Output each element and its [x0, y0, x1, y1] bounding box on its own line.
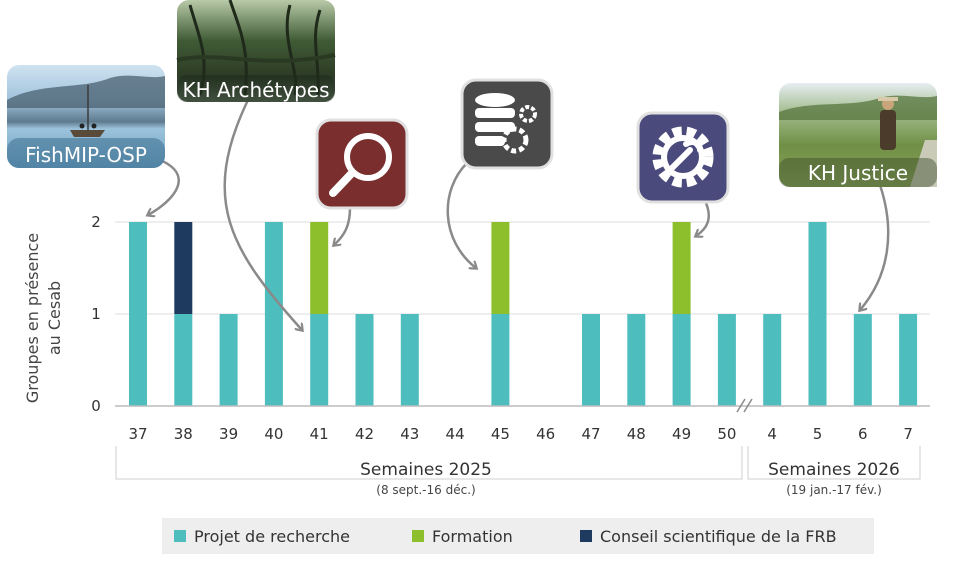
legend: Projet de recherche Formation Conseil sc…: [162, 518, 874, 554]
bar-41-series-0: [310, 314, 329, 406]
x-tick-label: 47: [581, 425, 600, 443]
x-tick-label: 46: [536, 425, 555, 443]
y-tick-label: 0: [91, 397, 101, 415]
group-2025-title: Semaines 2025: [360, 460, 492, 480]
bar-39-series-0: [219, 314, 238, 406]
fishmip-osp-caption: FishMIP-OSP: [25, 143, 147, 167]
database-gears-icon: [460, 78, 554, 170]
fishmip-osp-photo: FishMIP-OSP: [7, 65, 165, 168]
magnifier-icon: [315, 118, 409, 210]
group-2026-subtitle: (19 jan.-17 fév.): [786, 483, 882, 497]
bar-43-series-0: [400, 314, 419, 406]
x-tick-label: 43: [400, 425, 419, 443]
y-axis: 0 1 2 Groupes en présence au Cesab: [23, 213, 101, 415]
group-brackets: [115, 446, 921, 480]
kh-justice-photo: KH Justice: [779, 83, 937, 187]
axis-break-marker: [736, 398, 753, 413]
x-tick-label: 38: [174, 425, 193, 443]
x-tick-label: 4: [767, 425, 777, 443]
bar-41-series-1: [310, 222, 329, 314]
legend-label-formation: Formation: [432, 527, 513, 546]
kh-justice-caption: KH Justice: [808, 161, 908, 185]
x-tick-label: 37: [128, 425, 147, 443]
group-2025-subtitle: (8 sept.-16 déc.): [376, 483, 475, 497]
x-tick-label: 39: [219, 425, 238, 443]
legend-label-conseil: Conseil scientifique de la FRB: [600, 527, 837, 546]
y-axis-title-line-2: au Cesab: [45, 281, 64, 355]
kh-archetypes-caption: KH Archétypes: [182, 78, 329, 102]
bar-38-series-2: [174, 222, 193, 314]
x-tick-label: 41: [310, 425, 329, 443]
x-tick-label: 44: [446, 425, 465, 443]
legend-swatch-conseil: [580, 530, 592, 542]
bar-45-series-1: [491, 222, 510, 314]
x-tick-label: 49: [672, 425, 691, 443]
x-tick-label: 45: [491, 425, 510, 443]
bar-4-series-0: [763, 314, 782, 406]
bar-40-series-0: [264, 222, 283, 406]
legend-swatch-formation: [412, 530, 424, 542]
bar-42-series-0: [355, 314, 374, 406]
bar-37-series-0: [129, 222, 147, 406]
bar-49-series-1: [672, 222, 691, 314]
kh-archetypes-photo: KH Archétypes: [176, 0, 336, 102]
grid: [115, 221, 930, 315]
x-tick-label: 40: [264, 425, 283, 443]
x-tick-label: 6: [858, 425, 868, 443]
group-2026-title: Semaines 2026: [768, 460, 900, 480]
gear-wrench-icon: [636, 111, 730, 204]
annotation-arrows: [148, 99, 890, 330]
y-axis-title-line-1: Groupes en présence: [23, 233, 42, 403]
bar-7-series-0: [899, 314, 918, 406]
legend-swatch-projet: [174, 530, 186, 542]
bar-50-series-0: [717, 314, 736, 406]
legend-label-projet: Projet de recherche: [194, 527, 350, 546]
bar-6-series-0: [853, 314, 872, 406]
x-tick-label: 48: [627, 425, 646, 443]
bar-47-series-0: [582, 314, 600, 406]
bar-38-series-0: [174, 314, 193, 406]
bar-48-series-0: [627, 314, 646, 406]
bar-45-series-0: [491, 314, 510, 406]
bars: [129, 222, 918, 406]
y-tick-label: 2: [91, 213, 101, 231]
y-tick-label: 1: [91, 305, 101, 323]
x-tick-labels: 37 38 39 40 41 42 43 44 45 46 47 48 49 50 4 5 6 7: [128, 425, 912, 443]
x-tick-label: 5: [813, 425, 823, 443]
x-tick-label: 50: [717, 425, 736, 443]
bar-5-series-0: [808, 222, 827, 406]
x-tick-label: 7: [903, 425, 913, 443]
x-tick-label: 42: [355, 425, 374, 443]
bar-49-series-0: [672, 314, 691, 406]
